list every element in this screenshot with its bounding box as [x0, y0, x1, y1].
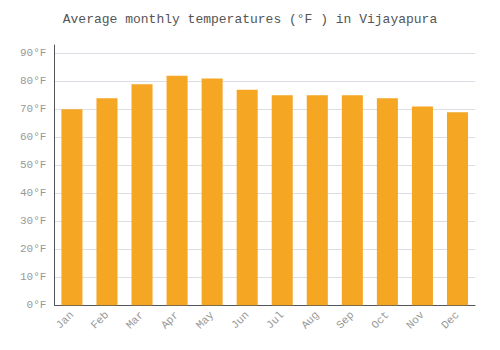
svg-text:20°F: 20°F [20, 243, 46, 255]
svg-text:80°F: 80°F [20, 75, 46, 87]
svg-text:40°F: 40°F [20, 187, 46, 199]
svg-text:70°F: 70°F [20, 103, 46, 115]
svg-text:50°F: 50°F [20, 159, 46, 171]
svg-text:Mar: Mar [124, 309, 146, 331]
svg-text:Jul: Jul [264, 309, 286, 331]
svg-text:Jun: Jun [229, 309, 251, 331]
svg-text:May: May [194, 309, 217, 332]
svg-text:0°F: 0°F [27, 299, 47, 311]
svg-text:Jan: Jan [54, 309, 76, 331]
svg-text:60°F: 60°F [20, 131, 46, 143]
svg-text:Aug: Aug [299, 309, 321, 331]
svg-text:Nov: Nov [404, 309, 427, 332]
svg-text:Sep: Sep [334, 309, 356, 331]
svg-text:90°F: 90°F [20, 47, 46, 59]
svg-text:30°F: 30°F [20, 215, 46, 227]
svg-text:Oct: Oct [369, 309, 391, 331]
svg-text:Average monthly temperatures (: Average monthly temperatures (°F ) in Vi… [63, 12, 438, 27]
svg-text:Feb: Feb [89, 309, 111, 331]
svg-text:Apr: Apr [159, 309, 181, 331]
svg-text:Dec: Dec [439, 309, 461, 331]
svg-text:10°F: 10°F [20, 271, 46, 283]
